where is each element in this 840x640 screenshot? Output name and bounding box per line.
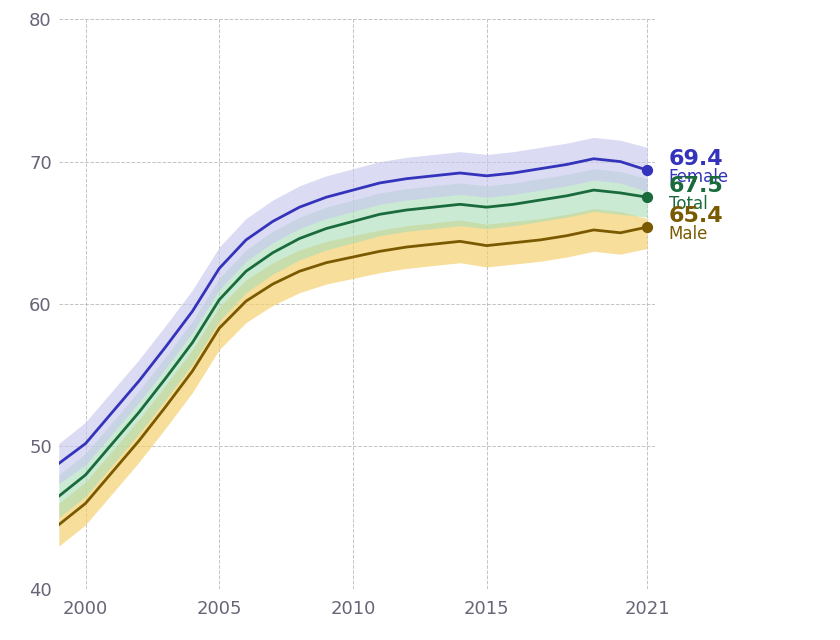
Text: 69.4: 69.4 bbox=[669, 148, 723, 169]
Point bbox=[640, 222, 654, 232]
Text: Male: Male bbox=[669, 225, 708, 243]
Text: Total: Total bbox=[669, 195, 707, 213]
Point bbox=[640, 192, 654, 202]
Point bbox=[640, 165, 654, 175]
Text: 65.4: 65.4 bbox=[669, 205, 723, 226]
Text: 67.5: 67.5 bbox=[669, 176, 723, 196]
Text: Female: Female bbox=[669, 168, 728, 186]
